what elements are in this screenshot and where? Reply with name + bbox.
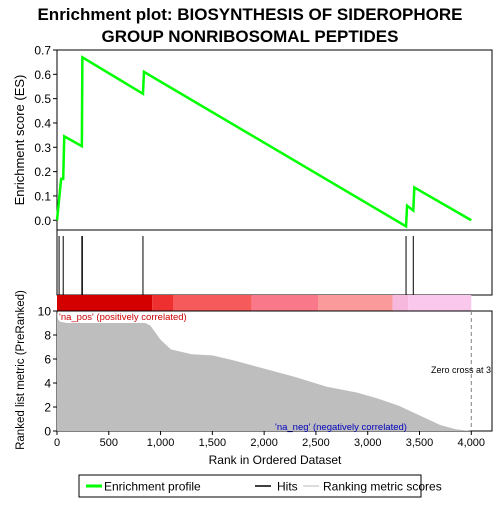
legend-label: Hits xyxy=(277,480,298,494)
metric-y-tick-label: 0 xyxy=(44,425,51,439)
metric-x-tick-label: 2,000 xyxy=(250,437,278,449)
legend-label: Enrichment profile xyxy=(104,480,201,494)
metric-x-tick-label: 500 xyxy=(100,437,118,449)
es-y-tick-label: 0.3 xyxy=(34,141,51,155)
metric-x-ticks: 0 500 1,000 1,500 2,000 2,500 3,000 3,500 4,000 xyxy=(54,431,485,449)
es-y-tick-label: 0.2 xyxy=(34,165,51,179)
zero-cross-label: Zero cross at 3 xyxy=(431,365,491,375)
metric-x-tick-label: 1,500 xyxy=(199,437,227,449)
hits-group xyxy=(58,236,414,295)
es-y-tick-label: 0.1 xyxy=(34,189,51,203)
es-panel-frame xyxy=(56,49,493,231)
legend-frame xyxy=(78,474,422,498)
legend: Enrichment profile Hits Ranking metric sco… xyxy=(78,474,442,498)
metric-x-tick-label: 4,000 xyxy=(458,437,486,449)
metric-y-tick-label: 2 xyxy=(44,401,51,415)
heat-band xyxy=(57,295,472,311)
metric-y-tick-label: 4 xyxy=(44,377,51,391)
metric-x-axis-label: Rank in Ordered Dataset xyxy=(209,453,342,467)
metric-x-tick-label: 2,500 xyxy=(302,437,330,449)
heat-band-segment xyxy=(408,295,472,311)
metric-y-tick-label: 6 xyxy=(44,353,51,367)
negatively-correlated-label: 'na_neg' (negatively correlated) xyxy=(275,422,407,433)
hits-panel xyxy=(56,229,493,296)
metric-panel: 0 2 4 6 8 10 0 500 1,000 1,500 2,000 2,500 3,000 3,5… xyxy=(15,290,493,467)
heat-band-segment xyxy=(251,295,318,311)
es-y-ticks: 0.0 0.1 0.2 0.3 0.4 0.5 0.6 0.7 xyxy=(34,44,57,228)
metric-x-tick-label: 1,000 xyxy=(147,437,175,449)
es-y-axis-label: Enrichment score (ES) xyxy=(12,75,27,206)
legend-label: Ranking metric scores xyxy=(323,480,442,494)
es-y-tick-label: 0.4 xyxy=(34,116,51,130)
metric-x-tick-label: 0 xyxy=(54,437,60,449)
ranked-metric-area xyxy=(57,311,472,431)
heat-band-segment xyxy=(57,295,153,311)
heat-band-segment xyxy=(152,295,173,311)
es-y-tick-label: 0.6 xyxy=(34,68,51,82)
heat-band-segment xyxy=(173,295,252,311)
es-y-tick-label: 0.7 xyxy=(34,44,51,58)
metric-x-tick-label: 3,000 xyxy=(354,437,382,449)
hits-panel-frame xyxy=(56,229,493,296)
metric-area-group xyxy=(57,311,472,431)
heat-band-segment xyxy=(392,295,409,311)
metric-x-tick-label: 3,500 xyxy=(406,437,434,449)
metric-y-tick-label: 8 xyxy=(44,329,51,343)
es-panel: 0.0 0.1 0.2 0.3 0.4 0.5 0.6 0.7 Enrichment scor… xyxy=(12,44,493,231)
metric-y-tick-label: 10 xyxy=(38,305,52,319)
metric-y-ticks: 0 2 4 6 8 10 xyxy=(38,305,57,439)
chart-title-line2: GROUP NONRIBOSOMAL PEPTIDES xyxy=(102,27,399,46)
metric-y-axis-label: Ranked list metric (PreRanked) xyxy=(15,290,27,450)
heat-band-segment xyxy=(318,295,393,311)
es-line-group xyxy=(55,55,472,229)
chart-title-line1: Enrichment plot: BIOSYNTHESIS OF SIDEROP… xyxy=(37,5,462,24)
es-y-tick-label: 0.0 xyxy=(34,214,51,228)
es-y-tick-label: 0.5 xyxy=(34,92,51,106)
positively-correlated-label: 'na_pos' (positively correlated) xyxy=(59,312,187,323)
enrichment-profile-line xyxy=(55,55,472,229)
